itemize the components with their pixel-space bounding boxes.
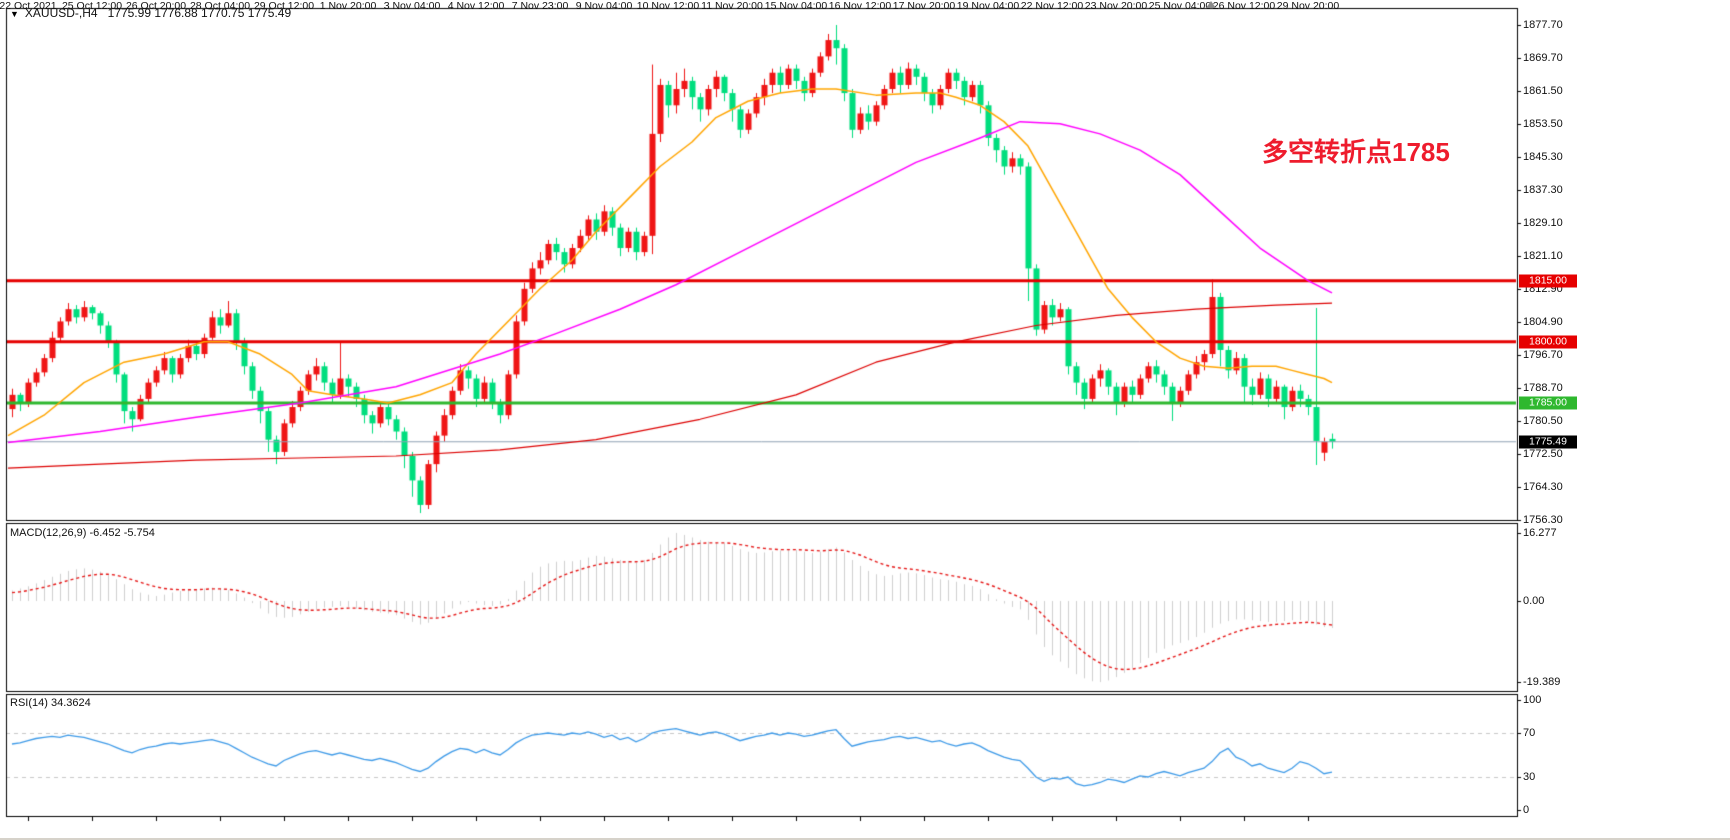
- time-axis-label: 26 Nov 12:00: [1212, 0, 1276, 12]
- price-axis-label: 1796.70: [1523, 349, 1563, 362]
- time-axis-label: 25 Nov 04:00: [1148, 0, 1212, 12]
- time-axis-label: 11 Nov 20:00: [701, 0, 763, 12]
- time-axis-label: 29 Oct 12:00: [253, 0, 315, 12]
- price-axis-label: 1764.30: [1523, 481, 1563, 494]
- time-axis-label: 16 Nov 12:00: [828, 0, 892, 12]
- macd-axis-label: -19.389: [1523, 676, 1561, 689]
- time-axis-label: 26 Oct 20:00: [125, 0, 187, 12]
- price-axis-label: 1861.50: [1523, 85, 1563, 98]
- time-axis-label: 1 Nov 20:00: [319, 0, 377, 12]
- price-axis-label: 1821.10: [1523, 249, 1563, 262]
- price-axis-label: 1772.50: [1523, 447, 1563, 460]
- price-level-badge: 1815.00: [1519, 274, 1577, 288]
- macd-indicator-label: MACD(12,26,9) -6.452 -5.754: [10, 527, 155, 539]
- price-axis-label: 1788.70: [1523, 381, 1563, 394]
- price-level-badge: 1800.00: [1519, 335, 1577, 349]
- price-axis-label: 1853.50: [1523, 117, 1563, 130]
- time-axis-label: 15 Nov 04:00: [764, 0, 828, 12]
- time-axis-label: 7 Nov 23:00: [511, 0, 569, 12]
- price-axis-label: 1756.30: [1523, 514, 1563, 526]
- rsi-axis-label: 30: [1523, 771, 1536, 783]
- window-bottom-strip: [0, 838, 1730, 840]
- time-axis-label: 23 Nov 20:00: [1084, 0, 1148, 12]
- symbol-title: XAUUSD-,H4: [24, 6, 98, 20]
- price-axis-label: 1845.30: [1523, 151, 1563, 164]
- time-axis-label: 29 Nov 20:00: [1276, 0, 1340, 12]
- time-axis-label: 17 Nov 20:00: [892, 0, 956, 12]
- price-axis-label: 1780.50: [1523, 415, 1563, 428]
- time-axis-label: 3 Nov 04:00: [383, 0, 441, 12]
- macd-axis-label: 16.277: [1523, 526, 1557, 539]
- macd-axis-label: 0.00: [1523, 595, 1545, 607]
- symbol-header: ▼ XAUUSD-,H4 1775.99 1776.88 1770.75 1775.…: [10, 6, 291, 20]
- price-axis-label: 1877.70: [1523, 19, 1563, 31]
- time-axis-label: 10 Nov 12:00: [636, 0, 700, 12]
- annotation-text: 多空转折点1785: [1262, 137, 1450, 167]
- price-axis-label: 1829.10: [1523, 217, 1563, 230]
- rsi-axis-label: 100: [1523, 694, 1542, 706]
- rsi-axis-label: 0: [1523, 804, 1530, 816]
- price-axis-label: 1804.90: [1523, 315, 1563, 328]
- time-axis-label: 19 Nov 04:00: [956, 0, 1020, 12]
- time-axis-label: 22 Nov 12:00: [1020, 0, 1084, 12]
- ohlc-values: 1775.99 1776.88 1770.75 1775.49: [107, 6, 292, 20]
- rsi-axis-label: 70: [1523, 727, 1536, 739]
- time-axis-label: 28 Oct 04:00: [189, 0, 251, 12]
- time-axis-label: 9 Nov 04:00: [575, 0, 633, 12]
- time-axis-label: 25 Oct 12:00: [61, 0, 123, 12]
- time-axis-label: 4 Nov 12:00: [447, 0, 505, 12]
- price-axis-label: 1869.70: [1523, 51, 1563, 64]
- rsi-indicator-label: RSI(14) 34.3624: [10, 697, 91, 709]
- price-axis-label: 1837.30: [1523, 183, 1563, 196]
- price-level-badge: 1785.00: [1519, 396, 1577, 410]
- current-price-badge: 1775.49: [1519, 435, 1577, 449]
- chevron-down-icon[interactable]: ▼: [10, 9, 19, 19]
- chart-shift-icon[interactable]: [1206, 1, 1216, 8]
- time-axis-label: 22 Oct 2021: [0, 0, 57, 12]
